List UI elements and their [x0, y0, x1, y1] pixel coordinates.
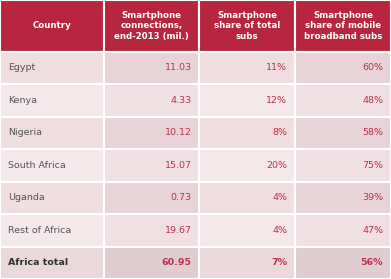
Text: 8%: 8% [273, 128, 287, 137]
Text: 7%: 7% [271, 258, 287, 267]
Bar [295, 149, 391, 182]
Bar [104, 214, 199, 247]
Bar [0, 84, 104, 117]
Text: Africa total: Africa total [8, 258, 68, 267]
Bar [199, 149, 295, 182]
Bar [0, 117, 104, 149]
Text: 20%: 20% [266, 161, 287, 170]
Bar [104, 247, 199, 279]
Text: 11.03: 11.03 [165, 63, 192, 72]
Text: Smartphone
share of total
subs: Smartphone share of total subs [214, 11, 280, 41]
Text: Kenya: Kenya [8, 96, 37, 105]
Bar [199, 84, 295, 117]
Bar [295, 247, 391, 279]
Bar [199, 0, 295, 52]
Text: 75%: 75% [362, 161, 383, 170]
Text: Uganda: Uganda [8, 193, 45, 202]
Bar [295, 0, 391, 52]
Bar [104, 149, 199, 182]
Text: 60.95: 60.95 [161, 258, 192, 267]
Bar [199, 182, 295, 214]
Bar [104, 84, 199, 117]
Bar [104, 52, 199, 84]
Bar [0, 214, 104, 247]
Text: 47%: 47% [362, 226, 383, 235]
Bar [0, 149, 104, 182]
Bar [0, 182, 104, 214]
Text: Rest of Africa: Rest of Africa [8, 226, 71, 235]
Bar [199, 214, 295, 247]
Text: Smartphone
share of mobile
broadband subs: Smartphone share of mobile broadband sub… [304, 11, 382, 41]
Text: 0.73: 0.73 [170, 193, 192, 202]
Text: 19.67: 19.67 [165, 226, 192, 235]
Text: 4%: 4% [273, 193, 287, 202]
Text: South Africa: South Africa [8, 161, 66, 170]
Text: 56%: 56% [361, 258, 383, 267]
Bar [295, 182, 391, 214]
Text: 39%: 39% [362, 193, 383, 202]
Text: 48%: 48% [362, 96, 383, 105]
Bar [0, 52, 104, 84]
Bar [104, 117, 199, 149]
Bar [199, 52, 295, 84]
Bar [0, 247, 104, 279]
Text: 60%: 60% [362, 63, 383, 72]
Text: 12%: 12% [266, 96, 287, 105]
Bar [295, 117, 391, 149]
Bar [0, 0, 104, 52]
Text: 10.12: 10.12 [165, 128, 192, 137]
Text: Smartphone
connections,
end-2013 (mil.): Smartphone connections, end-2013 (mil.) [114, 11, 189, 41]
Text: Nigeria: Nigeria [8, 128, 42, 137]
Bar [295, 52, 391, 84]
Text: 15.07: 15.07 [165, 161, 192, 170]
Text: 58%: 58% [362, 128, 383, 137]
Text: 4.33: 4.33 [170, 96, 192, 105]
Bar [104, 182, 199, 214]
Bar [295, 84, 391, 117]
Text: Country: Country [32, 21, 71, 30]
Text: 11%: 11% [266, 63, 287, 72]
Bar [199, 117, 295, 149]
Bar [104, 0, 199, 52]
Bar [199, 247, 295, 279]
Bar [295, 214, 391, 247]
Text: 4%: 4% [273, 226, 287, 235]
Text: Egypt: Egypt [8, 63, 35, 72]
